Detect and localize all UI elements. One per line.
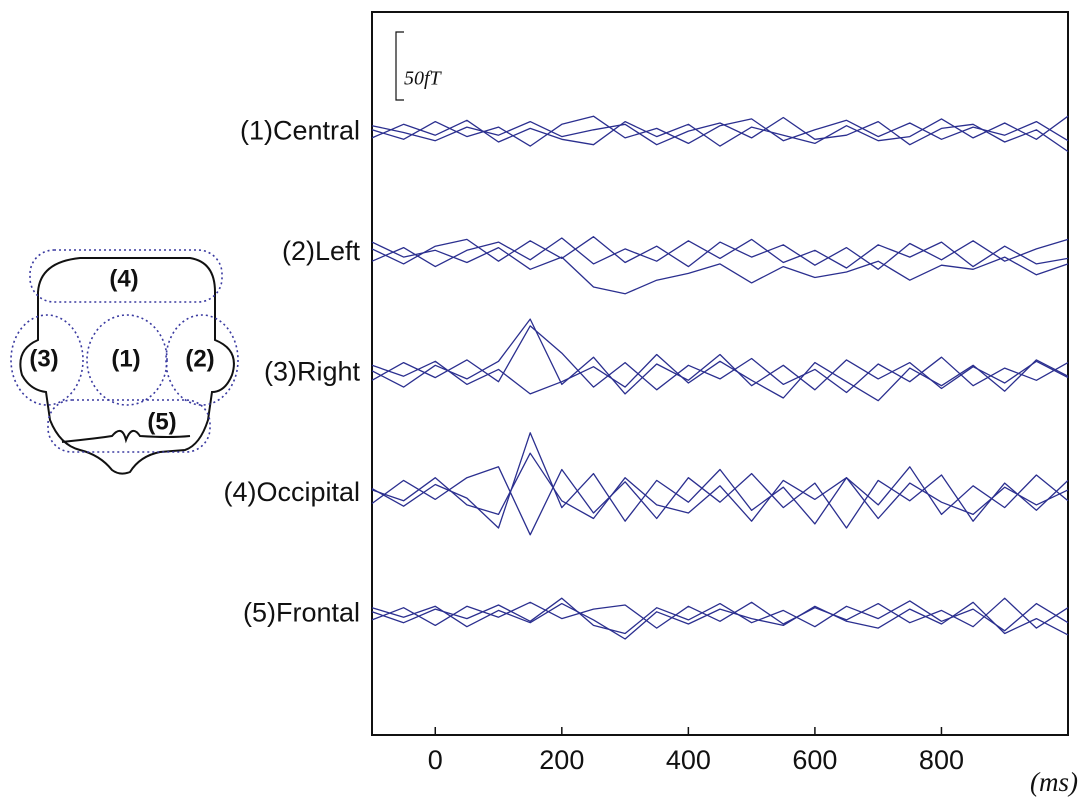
region-outline bbox=[47, 399, 211, 453]
trace bbox=[371, 115, 1069, 147]
region-outline bbox=[29, 249, 223, 303]
trace bbox=[371, 466, 1069, 536]
trace bbox=[371, 597, 1069, 629]
trace bbox=[371, 432, 1069, 529]
trace bbox=[371, 241, 1069, 295]
trace bbox=[371, 236, 1069, 270]
group-label: (1)Central bbox=[240, 116, 360, 146]
scale-bar bbox=[395, 31, 404, 101]
x-tick-label: 200 bbox=[539, 745, 584, 775]
trace bbox=[371, 115, 1069, 147]
head-diagram: (1) (2) (3) (4) (5) bbox=[10, 249, 239, 475]
x-axis-label: (ms) bbox=[1030, 767, 1078, 797]
region-outline bbox=[10, 314, 84, 406]
head-outline bbox=[19, 257, 235, 475]
group-label: (4)Occipital bbox=[223, 477, 360, 507]
region-label: (1) bbox=[111, 345, 140, 372]
x-tick-label: 0 bbox=[428, 745, 443, 775]
region-label: (4) bbox=[109, 265, 138, 292]
region-outline bbox=[165, 314, 239, 406]
trace bbox=[371, 597, 1069, 635]
x-tick-label: 400 bbox=[666, 745, 711, 775]
chin-line bbox=[61, 429, 191, 444]
trace bbox=[371, 325, 1069, 394]
trace bbox=[371, 116, 1069, 153]
trace bbox=[371, 353, 1069, 402]
group-label: (2)Left bbox=[282, 236, 361, 266]
group-label: (3)Right bbox=[264, 357, 361, 387]
region-label: (2) bbox=[185, 345, 214, 372]
trace bbox=[371, 452, 1069, 522]
scale-bar-label: 50fT bbox=[404, 68, 443, 90]
region-label: (3) bbox=[29, 345, 58, 372]
region-label: (5) bbox=[147, 408, 176, 435]
group-label: (5)Frontal bbox=[243, 598, 360, 628]
x-tick-label: 600 bbox=[792, 745, 837, 775]
region-outline bbox=[86, 314, 168, 406]
plot-frame bbox=[371, 11, 1069, 736]
trace bbox=[371, 237, 1069, 269]
regions bbox=[10, 249, 239, 453]
x-tick-label: 800 bbox=[919, 745, 964, 775]
trace bbox=[371, 318, 1069, 395]
trace bbox=[371, 601, 1069, 640]
